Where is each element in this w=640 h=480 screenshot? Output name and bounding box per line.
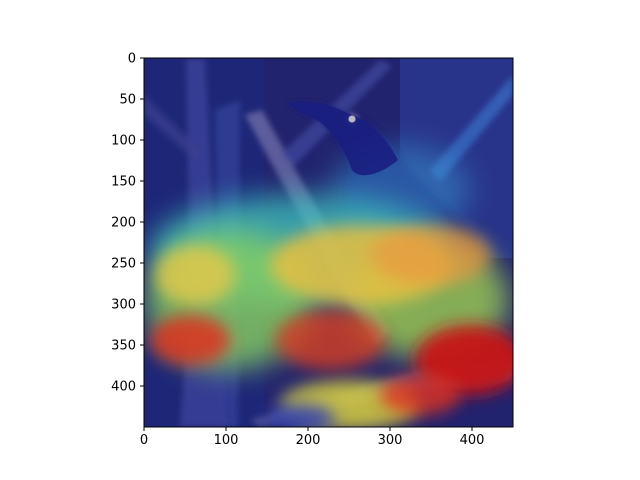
heat-orange-right <box>370 225 490 285</box>
heat-yellow-left <box>155 245 235 305</box>
y-tick-label: 50 <box>119 93 136 108</box>
plot-area <box>144 58 513 427</box>
x-tick-label: 200 <box>296 433 321 448</box>
x-tick-label: 300 <box>378 433 403 448</box>
heatmap-overlay <box>145 145 513 427</box>
y-axis: 0 50 100 150 200 250 300 350 400 <box>111 52 144 395</box>
heat-red-center <box>275 310 385 370</box>
heat-red-right <box>415 325 513 395</box>
bird-head-overlay <box>288 102 398 176</box>
heat-blue-bottom <box>265 404 335 427</box>
y-tick-label: 200 <box>111 216 136 231</box>
y-tick-label: 350 <box>111 339 136 354</box>
y-tick-label: 400 <box>111 380 136 395</box>
y-tick-label: 300 <box>111 298 136 313</box>
y-tick-label: 0 <box>128 52 136 67</box>
axes-frame <box>143 57 514 428</box>
left-twig <box>144 95 200 160</box>
heat-red-left <box>150 315 230 365</box>
y-tick-label: 100 <box>111 134 136 149</box>
x-tick-label: 100 <box>214 433 239 448</box>
right-branch <box>430 75 513 182</box>
x-tick-label: 0 <box>140 433 148 448</box>
y-tick-label: 250 <box>111 257 136 272</box>
heat-red-bottom <box>380 375 460 415</box>
y-tick-label: 150 <box>111 175 136 190</box>
bird-eye-overlay <box>348 115 356 123</box>
x-axis: 0 100 200 300 400 <box>140 427 485 448</box>
x-tick-label: 400 <box>460 433 485 448</box>
